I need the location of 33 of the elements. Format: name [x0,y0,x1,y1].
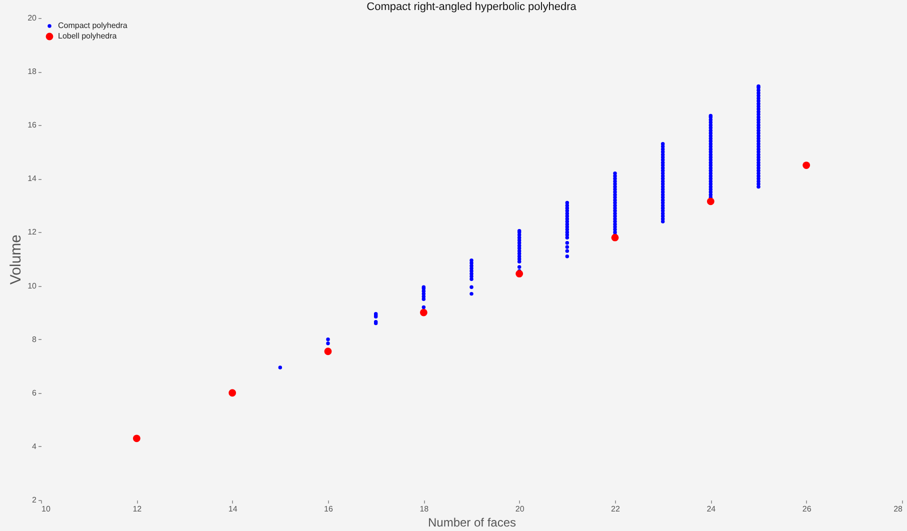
point [228,389,236,397]
x-tick-label: 14 [228,504,238,514]
legend-label: Lobell polyhedra [58,32,118,40]
chart-title: Compact right-angled hyperbolic polyhedra [366,1,578,13]
y-tick-label: 14 [28,174,38,184]
legend-label: Compact polyhedra [58,21,128,30]
x-tick-label: 16 [324,504,334,514]
y-tick-label: 10 [28,281,38,290]
x-tick-label: 20 [515,504,525,514]
x-tick-label: 10 [42,504,51,514]
x-tick-label: 24 [706,504,716,514]
y-axis-title: Volume [8,234,25,285]
point [132,434,140,442]
x-tick-label: 28 [894,504,904,514]
point [706,198,714,206]
y-tick-label: 8 [32,334,38,344]
point [611,234,619,242]
x-tick-label: 22 [611,504,620,514]
y-tick-label: 2 [32,496,38,504]
y-tick-label: 18 [28,67,38,76]
point [516,270,524,278]
point [324,348,332,356]
y-tick-label: 12 [28,228,38,237]
y-tick-label: 4 [32,442,38,451]
x-tick-label: 12 [132,504,142,514]
point [802,162,810,169]
x-axis-title: Number of faces [428,516,516,530]
point [420,308,428,316]
y-tick-label: 16 [28,120,38,130]
x-tick-label: 18 [420,504,430,514]
x-tick-label: 26 [802,504,812,514]
y-tick-label: 20 [28,14,38,22]
y-tick-label: 6 [32,388,38,398]
